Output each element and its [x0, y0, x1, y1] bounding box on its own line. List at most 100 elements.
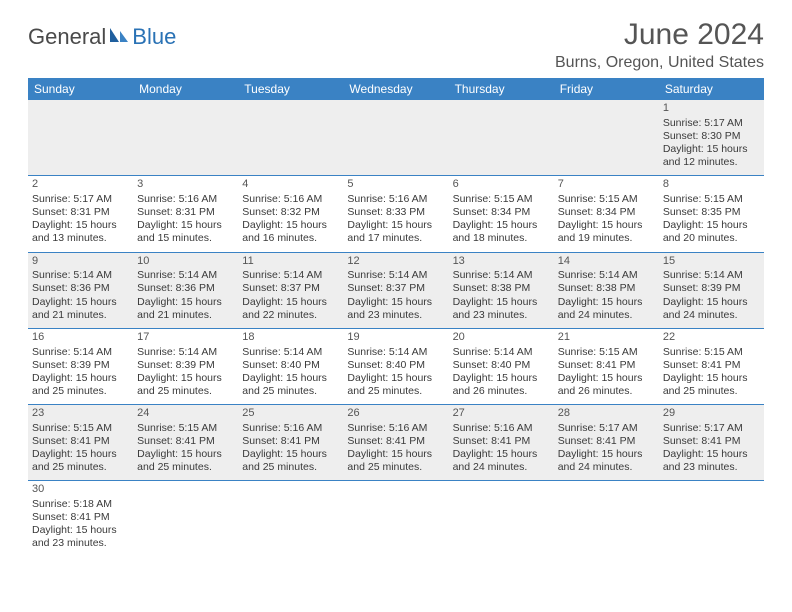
daylight-line: Daylight: 15 hours and 25 minutes.	[32, 372, 129, 398]
calendar-week-row: 1Sunrise: 5:17 AMSunset: 8:30 PMDaylight…	[28, 100, 764, 176]
calendar-day-cell: 20Sunrise: 5:14 AMSunset: 8:40 PMDayligh…	[449, 328, 554, 404]
brand-sail-icon	[108, 26, 130, 47]
sunrise-line: Sunrise: 5:16 AM	[347, 193, 444, 206]
daylight-line: Daylight: 15 hours and 25 minutes.	[663, 372, 760, 398]
sunset-line: Sunset: 8:37 PM	[347, 282, 444, 295]
calendar-empty-cell	[28, 100, 133, 176]
sunset-line: Sunset: 8:33 PM	[347, 206, 444, 219]
sunset-line: Sunset: 8:38 PM	[558, 282, 655, 295]
day-number: 2	[32, 178, 129, 192]
weekday-header: Sunday	[28, 78, 133, 100]
daylight-line: Daylight: 15 hours and 25 minutes.	[347, 448, 444, 474]
calendar-day-cell: 24Sunrise: 5:15 AMSunset: 8:41 PMDayligh…	[133, 405, 238, 481]
calendar-day-cell: 2Sunrise: 5:17 AMSunset: 8:31 PMDaylight…	[28, 176, 133, 252]
day-number: 10	[137, 255, 234, 269]
day-number: 26	[347, 407, 444, 421]
daylight-line: Daylight: 15 hours and 15 minutes.	[137, 219, 234, 245]
calendar-day-cell: 22Sunrise: 5:15 AMSunset: 8:41 PMDayligh…	[659, 328, 764, 404]
sunrise-line: Sunrise: 5:14 AM	[32, 269, 129, 282]
calendar-day-cell: 5Sunrise: 5:16 AMSunset: 8:33 PMDaylight…	[343, 176, 448, 252]
calendar-day-cell: 6Sunrise: 5:15 AMSunset: 8:34 PMDaylight…	[449, 176, 554, 252]
day-number: 9	[32, 255, 129, 269]
daylight-line: Daylight: 15 hours and 19 minutes.	[558, 219, 655, 245]
day-number: 23	[32, 407, 129, 421]
weekday-header: Tuesday	[238, 78, 343, 100]
calendar-empty-cell	[659, 481, 764, 557]
calendar-day-cell: 29Sunrise: 5:17 AMSunset: 8:41 PMDayligh…	[659, 405, 764, 481]
calendar-day-cell: 9Sunrise: 5:14 AMSunset: 8:36 PMDaylight…	[28, 252, 133, 328]
calendar-empty-cell	[133, 100, 238, 176]
daylight-line: Daylight: 15 hours and 21 minutes.	[32, 296, 129, 322]
sunrise-line: Sunrise: 5:16 AM	[242, 193, 339, 206]
daylight-line: Daylight: 15 hours and 23 minutes.	[347, 296, 444, 322]
sunrise-line: Sunrise: 5:14 AM	[242, 269, 339, 282]
day-number: 7	[558, 178, 655, 192]
sunrise-line: Sunrise: 5:14 AM	[242, 346, 339, 359]
calendar-week-row: 9Sunrise: 5:14 AMSunset: 8:36 PMDaylight…	[28, 252, 764, 328]
calendar-day-cell: 11Sunrise: 5:14 AMSunset: 8:37 PMDayligh…	[238, 252, 343, 328]
sunrise-line: Sunrise: 5:15 AM	[558, 193, 655, 206]
sunset-line: Sunset: 8:34 PM	[558, 206, 655, 219]
sunrise-line: Sunrise: 5:16 AM	[347, 422, 444, 435]
calendar-day-cell: 1Sunrise: 5:17 AMSunset: 8:30 PMDaylight…	[659, 100, 764, 176]
calendar-empty-cell	[238, 100, 343, 176]
sunrise-line: Sunrise: 5:16 AM	[453, 422, 550, 435]
daylight-line: Daylight: 15 hours and 23 minutes.	[453, 296, 550, 322]
daylight-line: Daylight: 15 hours and 24 minutes.	[663, 296, 760, 322]
calendar-day-cell: 21Sunrise: 5:15 AMSunset: 8:41 PMDayligh…	[554, 328, 659, 404]
daylight-line: Daylight: 15 hours and 16 minutes.	[242, 219, 339, 245]
daylight-line: Daylight: 15 hours and 24 minutes.	[558, 448, 655, 474]
sunset-line: Sunset: 8:41 PM	[137, 435, 234, 448]
day-number: 19	[347, 331, 444, 345]
sunrise-line: Sunrise: 5:14 AM	[137, 346, 234, 359]
day-number: 27	[453, 407, 550, 421]
sunset-line: Sunset: 8:41 PM	[32, 511, 129, 524]
sunset-line: Sunset: 8:32 PM	[242, 206, 339, 219]
sunset-line: Sunset: 8:38 PM	[453, 282, 550, 295]
sunrise-line: Sunrise: 5:17 AM	[558, 422, 655, 435]
calendar-empty-cell	[554, 100, 659, 176]
sunset-line: Sunset: 8:39 PM	[137, 359, 234, 372]
day-number: 17	[137, 331, 234, 345]
sunset-line: Sunset: 8:41 PM	[347, 435, 444, 448]
sunset-line: Sunset: 8:41 PM	[558, 435, 655, 448]
calendar-empty-cell	[343, 100, 448, 176]
sunset-line: Sunset: 8:31 PM	[32, 206, 129, 219]
day-number: 25	[242, 407, 339, 421]
daylight-line: Daylight: 15 hours and 26 minutes.	[558, 372, 655, 398]
daylight-line: Daylight: 15 hours and 18 minutes.	[453, 219, 550, 245]
day-number: 24	[137, 407, 234, 421]
calendar-day-cell: 30Sunrise: 5:18 AMSunset: 8:41 PMDayligh…	[28, 481, 133, 557]
day-number: 29	[663, 407, 760, 421]
day-number: 22	[663, 331, 760, 345]
day-number: 4	[242, 178, 339, 192]
calendar-day-cell: 10Sunrise: 5:14 AMSunset: 8:36 PMDayligh…	[133, 252, 238, 328]
sunrise-line: Sunrise: 5:14 AM	[32, 346, 129, 359]
sunset-line: Sunset: 8:41 PM	[663, 435, 760, 448]
calendar-header-row: SundayMondayTuesdayWednesdayThursdayFrid…	[28, 78, 764, 100]
sunset-line: Sunset: 8:39 PM	[32, 359, 129, 372]
day-number: 28	[558, 407, 655, 421]
day-number: 20	[453, 331, 550, 345]
sunrise-line: Sunrise: 5:17 AM	[663, 422, 760, 435]
daylight-line: Daylight: 15 hours and 20 minutes.	[663, 219, 760, 245]
calendar-day-cell: 16Sunrise: 5:14 AMSunset: 8:39 PMDayligh…	[28, 328, 133, 404]
calendar-day-cell: 26Sunrise: 5:16 AMSunset: 8:41 PMDayligh…	[343, 405, 448, 481]
location-text: Burns, Oregon, United States	[555, 54, 764, 72]
sunset-line: Sunset: 8:40 PM	[242, 359, 339, 372]
sunrise-line: Sunrise: 5:14 AM	[347, 346, 444, 359]
day-number: 8	[663, 178, 760, 192]
daylight-line: Daylight: 15 hours and 24 minutes.	[558, 296, 655, 322]
weekday-header: Wednesday	[343, 78, 448, 100]
calendar-day-cell: 19Sunrise: 5:14 AMSunset: 8:40 PMDayligh…	[343, 328, 448, 404]
header: General Blue June 2024 Burns, Oregon, Un…	[28, 18, 764, 72]
daylight-line: Daylight: 15 hours and 25 minutes.	[347, 372, 444, 398]
calendar-week-row: 30Sunrise: 5:18 AMSunset: 8:41 PMDayligh…	[28, 481, 764, 557]
sunset-line: Sunset: 8:35 PM	[663, 206, 760, 219]
weekday-header: Monday	[133, 78, 238, 100]
daylight-line: Daylight: 15 hours and 17 minutes.	[347, 219, 444, 245]
day-number: 5	[347, 178, 444, 192]
sunrise-line: Sunrise: 5:14 AM	[453, 346, 550, 359]
sunrise-line: Sunrise: 5:14 AM	[137, 269, 234, 282]
calendar-week-row: 16Sunrise: 5:14 AMSunset: 8:39 PMDayligh…	[28, 328, 764, 404]
